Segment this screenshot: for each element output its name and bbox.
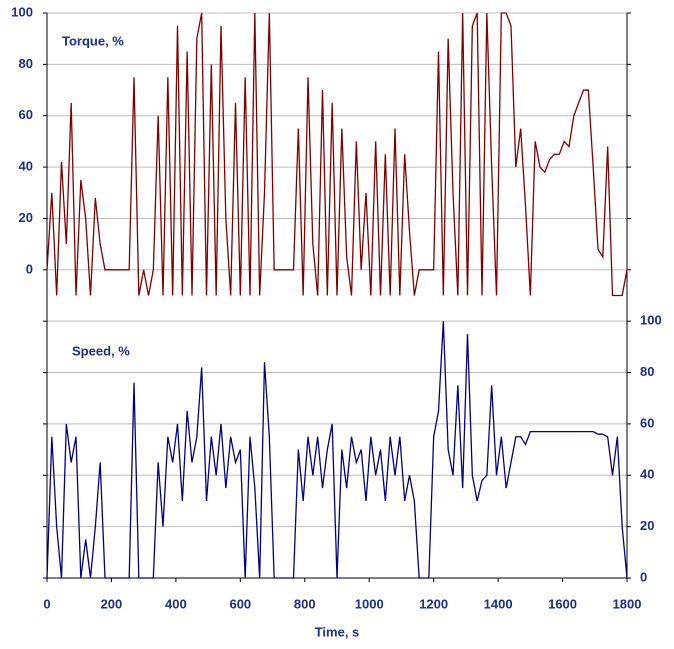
x-tick-label: 400 <box>165 596 187 611</box>
x-tick-label: 1000 <box>355 596 384 611</box>
y2-tick-label: 100 <box>640 313 662 328</box>
x-tick-label: 200 <box>101 596 123 611</box>
x-axis-label: Time, s <box>315 624 360 639</box>
y2-tick-label: 40 <box>640 467 654 482</box>
y-tick-label: 0 <box>26 261 33 276</box>
x-tick-label: 0 <box>43 596 50 611</box>
x-tick-label: 1600 <box>548 596 577 611</box>
y-tick-label: 20 <box>19 210 33 225</box>
y-tick-label: 80 <box>19 56 33 71</box>
y2-tick-label: 80 <box>640 364 654 379</box>
x-tick-label: 600 <box>229 596 251 611</box>
x-tick-label: 1800 <box>613 596 642 611</box>
y-tick-label: 60 <box>19 107 33 122</box>
y2-tick-label: 60 <box>640 415 654 430</box>
y-tick-label: 100 <box>11 4 33 19</box>
x-tick-label: 1400 <box>484 596 513 611</box>
x-tick-label: 1200 <box>419 596 448 611</box>
series-label: Speed, % <box>72 343 130 358</box>
series-line <box>46 12 628 297</box>
x-tick-label: 800 <box>294 596 316 611</box>
y2-tick-label: 0 <box>640 569 647 584</box>
series-line <box>46 321 628 579</box>
y2-tick-label: 20 <box>640 518 654 533</box>
y-tick-label: 40 <box>19 159 33 174</box>
series-label: Torque, % <box>62 33 124 48</box>
